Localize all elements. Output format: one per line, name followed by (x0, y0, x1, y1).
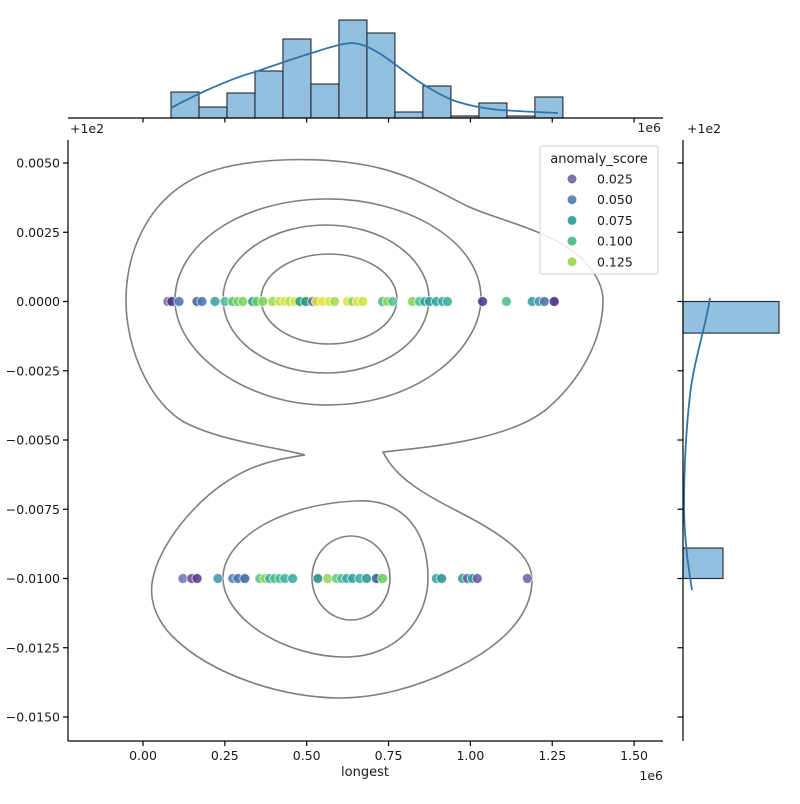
histogram-bar (422, 85, 452, 119)
histogram-bar (394, 111, 424, 119)
legend-marker (567, 174, 577, 184)
scatter-layer (162, 296, 560, 584)
histogram-bar (366, 32, 396, 119)
scatter-point (196, 296, 208, 307)
x-tick-label: 0.00 (129, 748, 157, 763)
y-tick-label: −0.0125 (6, 640, 60, 655)
x-axis-label: longest (341, 765, 389, 780)
kde-curve-layer (170, 42, 711, 591)
y-tick-label: 0.0050 (16, 156, 60, 171)
kde-curve-right (683, 297, 711, 591)
scatter-point (173, 296, 185, 307)
histogram-bar (282, 38, 312, 119)
histogram-bar (338, 19, 368, 119)
scatter-point (500, 296, 512, 307)
kde-contour (311, 535, 391, 621)
y-tick-label: −0.0075 (6, 502, 60, 517)
histogram-bar (226, 92, 256, 119)
scatter-point (377, 573, 389, 584)
histogram-bar (682, 547, 724, 580)
legend-marker (567, 257, 577, 267)
y-tick-label: 0.0000 (16, 294, 60, 309)
right-marginal-histogram (682, 300, 780, 580)
y-tick-label: 0.0025 (16, 225, 60, 240)
scatter-point (191, 573, 203, 584)
x-tick-label: 1.00 (456, 748, 484, 763)
legend-entry-label: 0.075 (597, 213, 633, 228)
scatter-point (212, 573, 224, 584)
scatter-point (357, 296, 369, 307)
scatter-point (441, 296, 453, 307)
scatter-point (257, 296, 269, 307)
y-tick-label: −0.0050 (6, 433, 60, 448)
x-tick-label: 1.25 (538, 748, 566, 763)
top-marginal-histogram (170, 19, 564, 119)
y-tick-label: −0.0100 (6, 571, 60, 586)
y-tick-label: −0.0150 (6, 710, 60, 725)
axes-layer: 0.00 0.25 0.50 0.75 1.00 1.25 1.50 0.0050 0.0025… (6, 117, 684, 763)
histogram-bar (682, 300, 780, 334)
scatter-point (548, 296, 560, 307)
scatter-point (361, 573, 373, 584)
histogram-bar (534, 96, 564, 119)
scatter-point (287, 573, 299, 584)
y-tick-label: −0.0025 (6, 363, 60, 378)
scatter-point (521, 573, 533, 584)
kde-curve-top (170, 42, 559, 114)
legend-entry-label: 0.025 (597, 172, 633, 187)
y-axis-offset-label: +1e2 (70, 121, 104, 136)
x-tick-label: 0.75 (375, 748, 403, 763)
legend: anomaly_score 0.025 0.050 0.075 0.100 0.125 (539, 145, 659, 275)
scatter-point (538, 296, 550, 307)
x-tick-label: 0.50 (293, 748, 321, 763)
legend-marker (567, 215, 577, 225)
scatter-point (239, 573, 251, 584)
scatter-point (471, 573, 483, 584)
legend-title: anomaly_score (550, 152, 648, 167)
legend-entry-label: 0.125 (597, 254, 633, 269)
legend-entry-label: 0.050 (597, 192, 633, 207)
top-axis-multiplier-label: 1e6 (637, 120, 661, 135)
kde-contour (125, 158, 604, 699)
scatter-point (329, 296, 341, 307)
legend-marker (567, 195, 577, 205)
legend-entry-label: 0.100 (597, 234, 633, 249)
x-tick-label: 1.50 (620, 748, 648, 763)
scatter-point (312, 573, 324, 584)
histogram-bar (310, 83, 340, 119)
right-axis-offset-label: +1e2 (687, 121, 721, 136)
scatter-point (237, 296, 249, 307)
x-tick-label: 0.25 (211, 748, 239, 763)
scatter-point (386, 296, 398, 307)
x-axis-multiplier-label: 1e6 (639, 768, 663, 783)
legend-entries: 0.025 0.050 0.075 0.100 0.125 (567, 172, 633, 269)
scatter-point (477, 296, 489, 307)
legend-marker (567, 236, 577, 246)
kde-contour-layer (125, 158, 604, 699)
kde-contour (222, 500, 429, 658)
histogram-bar (198, 106, 228, 119)
histogram-bar (254, 70, 284, 119)
scatter-point (209, 296, 221, 307)
scatter-point (436, 573, 448, 584)
